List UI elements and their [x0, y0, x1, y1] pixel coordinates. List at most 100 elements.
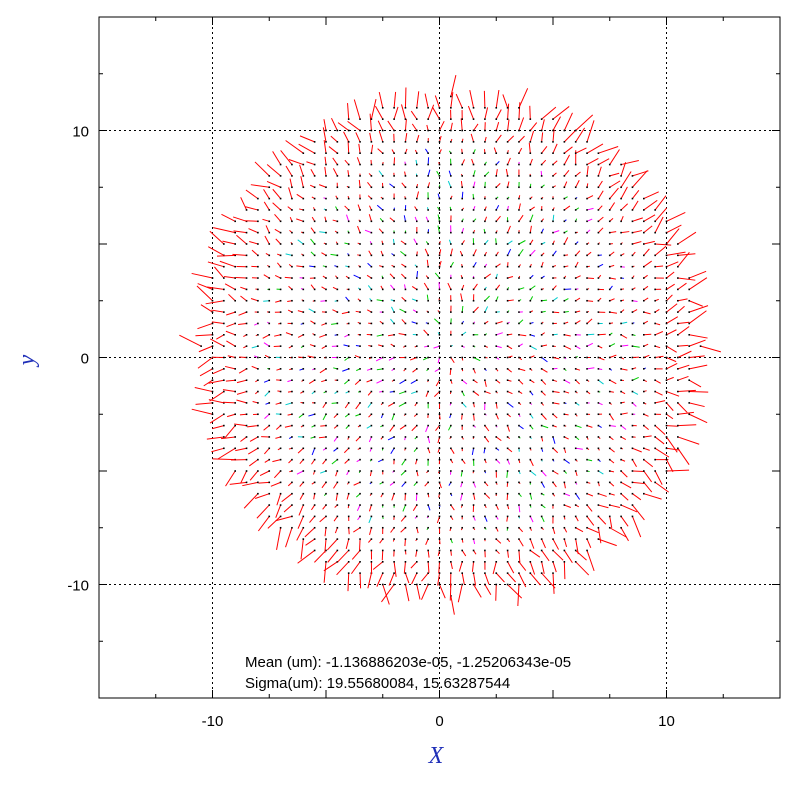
field-point	[506, 379, 509, 381]
field-point	[438, 549, 441, 552]
field-point	[325, 538, 327, 540]
field-vector	[322, 414, 327, 421]
field-point	[279, 413, 282, 416]
field-vector	[677, 364, 690, 370]
field-point	[427, 402, 429, 404]
field-point	[381, 311, 384, 313]
field-point	[506, 152, 509, 154]
field-point	[291, 447, 293, 450]
field-point	[654, 299, 656, 302]
field-point	[381, 504, 384, 506]
field-point	[631, 220, 634, 223]
field-point	[347, 504, 350, 506]
field-point	[427, 231, 429, 234]
field-vector	[632, 345, 640, 348]
field-vector	[423, 329, 429, 336]
field-point	[574, 243, 577, 245]
field-point	[302, 538, 305, 540]
field-point	[654, 413, 656, 416]
field-point	[234, 379, 236, 381]
field-vector	[424, 93, 429, 108]
field-vector	[620, 171, 632, 188]
field-point	[597, 470, 600, 472]
field-point	[484, 549, 486, 552]
field-point	[427, 583, 429, 586]
field-point	[563, 175, 566, 177]
field-point	[529, 209, 532, 211]
field-point	[211, 288, 214, 291]
field-point	[677, 447, 679, 450]
field-point	[336, 368, 339, 370]
field-point	[450, 515, 452, 518]
field-point	[234, 334, 236, 336]
field-point	[438, 220, 441, 223]
field-vector	[632, 300, 638, 303]
field-point	[279, 424, 282, 427]
field-vector	[677, 282, 687, 290]
field-vector	[285, 402, 293, 406]
field-point	[313, 356, 316, 359]
field-point	[393, 583, 395, 586]
field-point	[563, 334, 566, 336]
field-point	[608, 447, 611, 450]
field-point	[291, 470, 293, 472]
field-point	[518, 583, 520, 586]
field-point	[450, 402, 452, 404]
field-point	[450, 163, 452, 166]
field-vector	[258, 481, 270, 484]
field-point	[381, 288, 384, 291]
field-point	[359, 549, 361, 552]
field-point	[620, 402, 622, 404]
field-point	[484, 265, 486, 268]
field-point	[302, 243, 305, 245]
field-point	[268, 413, 271, 416]
field-vector	[296, 218, 304, 222]
field-vector	[484, 572, 490, 585]
field-point	[302, 288, 305, 291]
field-point	[370, 504, 373, 506]
field-vector	[263, 342, 270, 347]
field-point	[495, 322, 498, 325]
field-point	[381, 492, 384, 495]
field-vector	[654, 481, 669, 493]
field-point	[381, 345, 384, 347]
field-vector	[541, 470, 547, 477]
field-vector	[240, 286, 247, 290]
field-vector	[448, 170, 452, 177]
field-vector	[411, 425, 418, 432]
field-vector	[575, 275, 581, 279]
field-vector	[507, 355, 513, 358]
field-point	[416, 265, 418, 268]
field-point	[268, 481, 271, 484]
field-point	[302, 163, 305, 166]
field-point	[223, 447, 225, 450]
field-vector	[575, 550, 587, 561]
field-point	[359, 152, 361, 154]
field-point	[336, 447, 339, 450]
field-point	[223, 288, 225, 291]
field-point	[495, 197, 498, 200]
field-point	[574, 277, 577, 279]
field-vector	[677, 350, 692, 358]
field-point	[416, 152, 418, 154]
field-point	[416, 220, 418, 223]
field-vector	[552, 129, 555, 142]
field-point	[370, 481, 373, 484]
field-vector	[666, 294, 673, 302]
field-point	[404, 413, 407, 416]
y-tick-label: -10	[67, 578, 89, 595]
field-point	[393, 549, 395, 552]
field-point	[608, 209, 611, 211]
field-point	[427, 243, 429, 245]
field-vector	[439, 414, 441, 420]
field-point	[325, 277, 327, 279]
field-point	[586, 470, 588, 472]
field-vector	[319, 368, 327, 374]
field-point	[347, 334, 350, 336]
field-vector	[310, 504, 316, 511]
field-vector	[225, 379, 236, 382]
field-vector	[518, 561, 527, 571]
field-point	[643, 481, 645, 484]
field-point	[518, 322, 520, 325]
field-vector	[677, 277, 696, 281]
